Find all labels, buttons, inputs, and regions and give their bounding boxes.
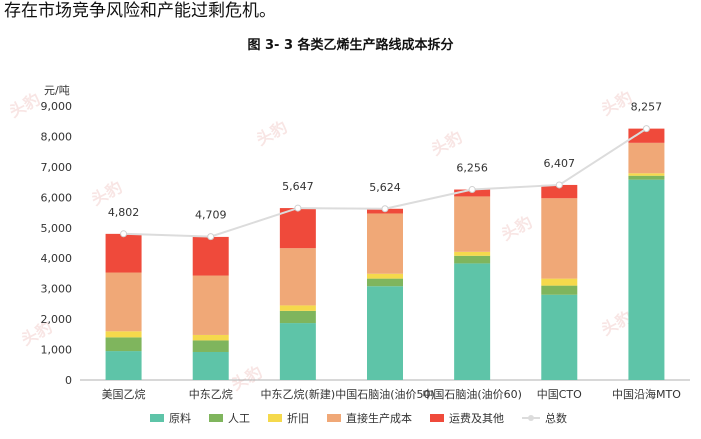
x-tick-label: 美国乙烷 — [102, 387, 146, 401]
legend-swatch — [430, 414, 444, 422]
x-tick-label: 中国沿海MTO — [612, 387, 681, 401]
bar-segment — [105, 337, 142, 352]
y-tick-label: 4,000 — [41, 252, 73, 265]
bar-segment — [541, 184, 578, 199]
total-label: 4,802 — [108, 206, 140, 219]
totals-point — [207, 233, 215, 241]
figure-title: 图 3- 3 各类乙烯生产路线成本拆分 — [247, 38, 454, 53]
bar-segment — [541, 285, 578, 295]
bar-segment — [367, 273, 403, 279]
bar-segment — [192, 334, 229, 341]
bar-segment — [454, 251, 491, 256]
x-tick-label: 中国石脑油(油价60) — [422, 387, 522, 401]
bar-segment — [454, 196, 491, 252]
totals-point — [642, 125, 650, 133]
legend-item: 总数 — [522, 410, 567, 426]
bar-segment — [105, 272, 142, 332]
bar-segment — [192, 236, 229, 276]
bar-segment — [541, 198, 578, 279]
bar-segment — [454, 263, 491, 380]
total-label: 5,647 — [282, 180, 314, 193]
bar-segment — [279, 208, 316, 249]
bar-segment — [628, 128, 665, 143]
legend-swatch — [522, 415, 540, 421]
y-tick-label: 3,000 — [41, 283, 73, 296]
legend-item: 折旧 — [268, 410, 309, 426]
y-tick-label: 7,000 — [41, 161, 73, 174]
legend-swatch — [150, 414, 164, 422]
intro-text: 存在市场竞争风险和产能过剩危机。 — [4, 1, 276, 21]
bar-segment — [279, 310, 316, 324]
legend-swatch — [209, 414, 223, 422]
bar-segment — [279, 305, 316, 311]
totals-point — [381, 205, 389, 213]
y-tick-label: 5,000 — [41, 222, 73, 235]
bar-segment — [454, 255, 491, 264]
bar-segment — [367, 213, 403, 274]
totals-point — [468, 186, 476, 194]
totals-point — [120, 230, 128, 238]
total-label: 6,407 — [544, 157, 576, 170]
legend-label: 原料 — [169, 412, 191, 425]
legend-item: 人工 — [209, 410, 250, 426]
bar-segment — [367, 278, 403, 287]
legend-label: 总数 — [545, 412, 567, 425]
legend-label: 运费及其他 — [449, 412, 504, 425]
legend-item: 运费及其他 — [430, 410, 504, 426]
legend-swatch — [268, 414, 282, 422]
bar-segment — [628, 175, 665, 180]
totals-point — [294, 204, 302, 212]
bar-segment — [105, 233, 142, 273]
y-tick-label: 1,000 — [41, 344, 73, 357]
legend-label: 直接生产成本 — [346, 412, 412, 425]
totals-point — [555, 181, 563, 189]
total-label: 8,257 — [631, 101, 663, 114]
legend-label: 折旧 — [287, 412, 309, 425]
y-axis-label: 元/吨 — [44, 84, 70, 97]
bar-segment — [192, 340, 229, 352]
legend-swatch — [327, 414, 341, 422]
totals-line-group: 4,802 4,709 5,647 5,624 6,256 6,407 8,257 — [108, 101, 663, 241]
x-tick-label: 中国石脑油(油价50) — [335, 387, 435, 401]
legend-item: 直接生产成本 — [327, 410, 412, 426]
y-axis: 0 1,000 2,000 3,000 4,000 5,000 6,000 7,000 8,00… — [41, 100, 73, 387]
bar-segment — [628, 142, 665, 174]
y-tick-label: 6,000 — [41, 191, 73, 204]
y-tick-label: 0 — [65, 374, 72, 387]
bar-segment — [105, 351, 142, 380]
legend-item: 原料 — [150, 410, 191, 426]
bar-segment — [192, 275, 229, 335]
x-tick-label: 中东乙烷 — [189, 387, 233, 401]
bar-segment — [628, 173, 665, 176]
bar-segment — [541, 278, 578, 286]
bar-segment — [279, 248, 316, 306]
bar-segment — [279, 323, 316, 380]
x-tick-label: 中东乙烷(新建) — [261, 387, 336, 401]
bar-segment — [628, 179, 665, 380]
total-label: 4,709 — [195, 209, 227, 222]
y-tick-label: 8,000 — [41, 130, 73, 143]
bar-segment — [541, 294, 578, 380]
y-tick-label: 2,000 — [41, 313, 73, 326]
legend: 原料 人工 折旧 直接生产成本 运费及其他 总数 — [150, 410, 567, 426]
legend-label: 人工 — [228, 412, 250, 425]
bar-segment — [105, 331, 142, 338]
bar-segment — [192, 351, 229, 380]
bars-group — [105, 128, 665, 380]
y-tick-label: 9,000 — [41, 100, 73, 113]
total-label: 5,624 — [369, 181, 401, 194]
x-tick-label: 中国CTO — [537, 388, 582, 401]
total-label: 6,256 — [456, 162, 488, 175]
x-axis-ticks: 美国乙烷 中东乙烷 中东乙烷(新建) 中国石脑油(油价50)中国石脑油(油价60) 中国… — [102, 387, 682, 401]
bar-segment — [367, 286, 403, 380]
